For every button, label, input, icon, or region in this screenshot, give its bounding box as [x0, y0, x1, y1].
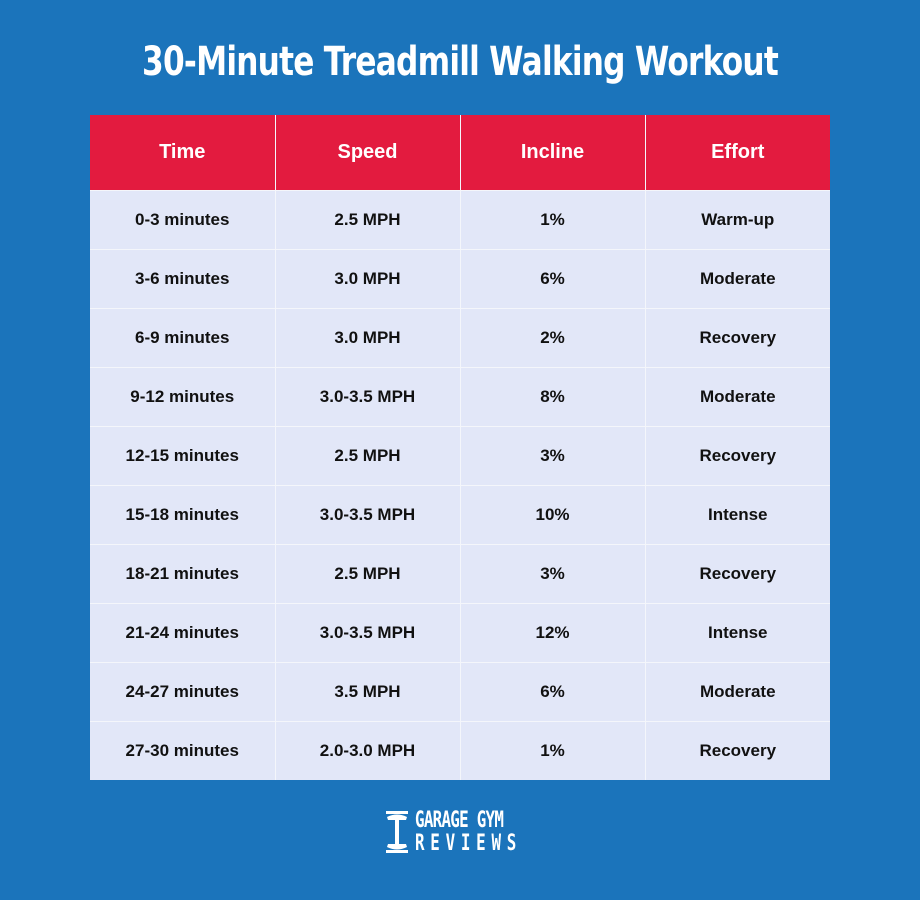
cell-time: 15-18 minutes: [90, 485, 276, 545]
table-row: 21-24 minutes 3.0-3.5 MPH 12% Intense: [90, 603, 830, 663]
table-row: 12-15 minutes 2.5 MPH 3% Recovery: [90, 426, 830, 486]
cell-incline: 2%: [459, 308, 646, 368]
cell-incline: 1%: [459, 190, 646, 250]
cell-incline: 10%: [459, 485, 646, 545]
cell-incline: 1%: [459, 721, 646, 780]
cell-incline: 6%: [459, 662, 646, 722]
cell-time: 24-27 minutes: [90, 662, 276, 722]
cell-time: 12-15 minutes: [90, 426, 276, 486]
cell-effort: Recovery: [644, 308, 830, 368]
cell-effort: Intense: [644, 485, 830, 545]
cell-incline: 3%: [459, 544, 646, 604]
table-row: 9-12 minutes 3.0-3.5 MPH 8% Moderate: [90, 367, 830, 427]
cell-effort: Recovery: [644, 544, 830, 604]
header-effort: Effort: [644, 115, 830, 191]
cell-time: 21-24 minutes: [90, 603, 276, 663]
table-row: 24-27 minutes 3.5 MPH 6% Moderate: [90, 662, 830, 722]
cell-incline: 8%: [459, 367, 646, 427]
cell-speed: 2.0-3.0 MPH: [274, 721, 461, 780]
table-row: 6-9 minutes 3.0 MPH 2% Recovery: [90, 308, 830, 368]
cell-speed: 2.5 MPH: [274, 426, 461, 486]
cell-effort: Recovery: [644, 426, 830, 486]
cell-time: 3-6 minutes: [90, 249, 276, 309]
table-row: 0-3 minutes 2.5 MPH 1% Warm-up: [90, 190, 830, 250]
cell-speed: 3.0-3.5 MPH: [274, 603, 461, 663]
cell-time: 0-3 minutes: [90, 190, 276, 250]
cell-time: 9-12 minutes: [90, 367, 276, 427]
table-row: 27-30 minutes 2.0-3.0 MPH 1% Recovery: [90, 721, 830, 780]
cell-effort: Recovery: [644, 721, 830, 780]
logo-line-1: GARAGE GYM: [415, 808, 504, 833]
cell-time: 18-21 minutes: [90, 544, 276, 604]
logo-line-2: REVIEWS: [415, 831, 523, 856]
cell-time: 27-30 minutes: [90, 721, 276, 780]
cell-incline: 3%: [459, 426, 646, 486]
table-row: 15-18 minutes 3.0-3.5 MPH 10% Intense: [90, 485, 830, 545]
cell-incline: 6%: [459, 249, 646, 309]
header-time: Time: [90, 115, 276, 191]
logo-text: GARAGE GYM REVIEWS: [415, 809, 564, 855]
cell-effort: Moderate: [644, 249, 830, 309]
cell-speed: 3.0 MPH: [274, 308, 461, 368]
header-incline: Incline: [459, 115, 646, 191]
cell-speed: 2.5 MPH: [274, 190, 461, 250]
cell-speed: 3.0-3.5 MPH: [274, 485, 461, 545]
cell-time: 6-9 minutes: [90, 308, 276, 368]
dumbbell-icon: [386, 811, 408, 853]
cell-incline: 12%: [459, 603, 646, 663]
cell-effort: Moderate: [644, 367, 830, 427]
table-header-row: Time Speed Incline Effort: [90, 115, 830, 191]
workout-table: Time Speed Incline Effort 0-3 minutes 2.…: [90, 115, 830, 780]
header-speed: Speed: [274, 115, 461, 191]
table-row: 18-21 minutes 2.5 MPH 3% Recovery: [90, 544, 830, 604]
page-title: 30-Minute Treadmill Walking Workout: [142, 39, 779, 85]
brand-logo: GARAGE GYM REVIEWS: [385, 808, 564, 856]
cell-speed: 2.5 MPH: [274, 544, 461, 604]
cell-effort: Moderate: [644, 662, 830, 722]
cell-effort: Warm-up: [644, 190, 830, 250]
table-row: 3-6 minutes 3.0 MPH 6% Moderate: [90, 249, 830, 309]
cell-effort: Intense: [644, 603, 830, 663]
cell-speed: 3.5 MPH: [274, 662, 461, 722]
cell-speed: 3.0 MPH: [274, 249, 461, 309]
cell-speed: 3.0-3.5 MPH: [274, 367, 461, 427]
